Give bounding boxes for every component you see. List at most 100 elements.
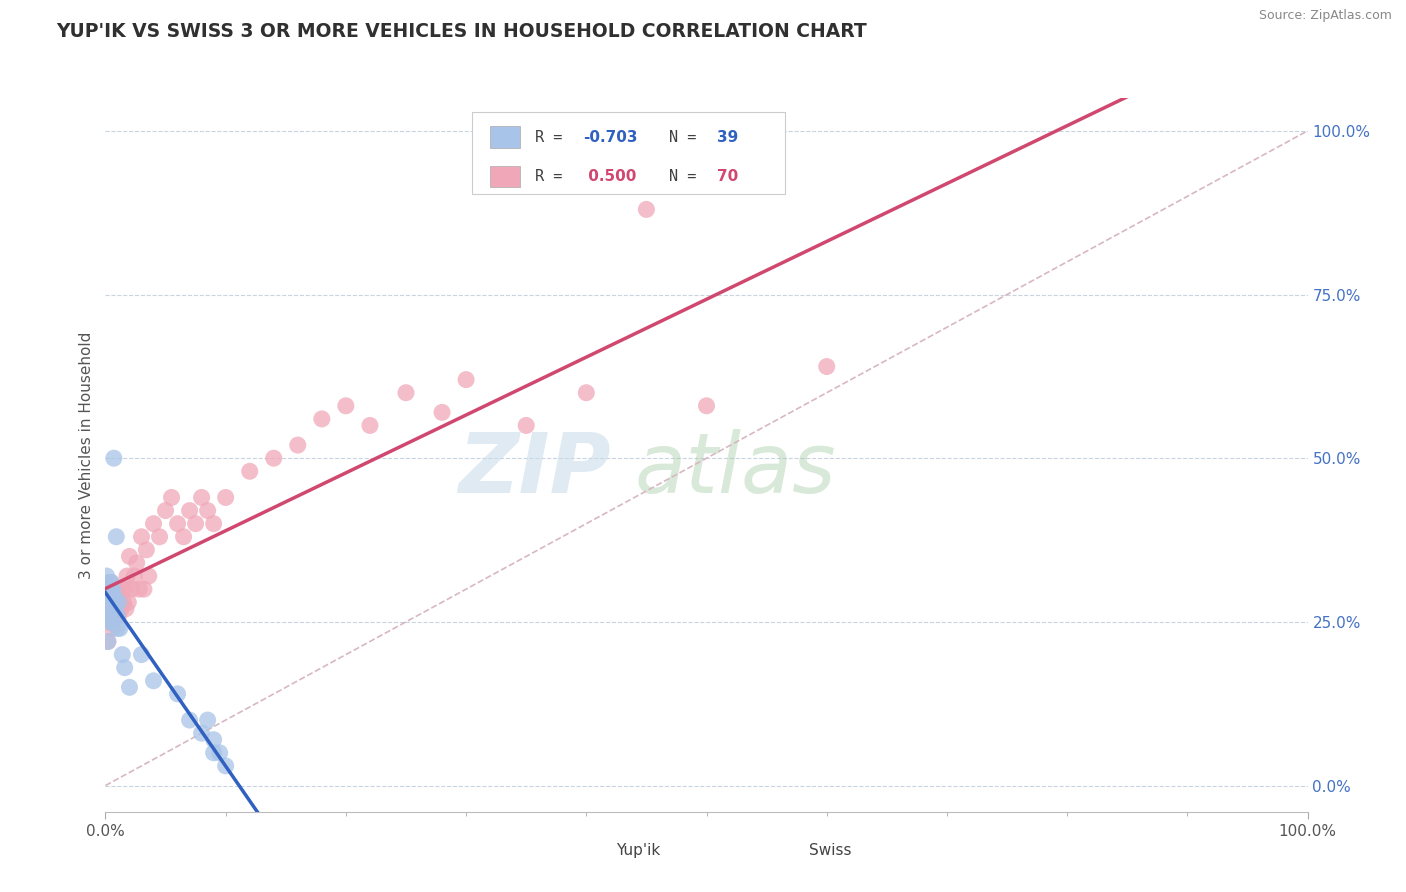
Text: -0.703: -0.703 bbox=[582, 129, 637, 145]
Point bbox=[101, 582, 124, 596]
FancyBboxPatch shape bbox=[562, 838, 610, 863]
Point bbox=[148, 530, 170, 544]
Point bbox=[515, 418, 537, 433]
FancyBboxPatch shape bbox=[491, 127, 520, 148]
Point bbox=[184, 516, 207, 531]
Point bbox=[111, 582, 134, 596]
Point bbox=[114, 661, 136, 675]
Point bbox=[100, 575, 122, 590]
Point bbox=[575, 385, 598, 400]
Point bbox=[131, 530, 153, 544]
Point bbox=[98, 575, 121, 590]
Point bbox=[110, 601, 132, 615]
Point bbox=[98, 615, 121, 629]
Point bbox=[138, 569, 160, 583]
Point bbox=[107, 608, 129, 623]
Point bbox=[103, 589, 125, 603]
Point bbox=[430, 405, 453, 419]
Point bbox=[98, 582, 121, 596]
Text: N =: N = bbox=[669, 129, 706, 145]
Point bbox=[98, 595, 121, 609]
Point bbox=[105, 601, 128, 615]
Point bbox=[636, 202, 658, 217]
Point bbox=[190, 726, 212, 740]
Point bbox=[96, 608, 118, 623]
Point bbox=[96, 569, 118, 583]
Point bbox=[179, 503, 201, 517]
Point bbox=[287, 438, 309, 452]
Point bbox=[107, 621, 129, 635]
Point bbox=[107, 595, 129, 609]
Point bbox=[100, 615, 122, 629]
Point bbox=[107, 608, 129, 623]
Point bbox=[121, 582, 143, 596]
Point bbox=[263, 451, 285, 466]
Point bbox=[454, 373, 477, 387]
Point bbox=[97, 595, 120, 609]
Point bbox=[114, 582, 136, 596]
Point bbox=[131, 648, 153, 662]
Point bbox=[214, 759, 236, 773]
Point bbox=[108, 595, 131, 609]
Text: ZIP: ZIP bbox=[458, 429, 610, 509]
Point bbox=[815, 359, 838, 374]
Point bbox=[98, 589, 121, 603]
FancyBboxPatch shape bbox=[472, 112, 785, 194]
Text: R =: R = bbox=[534, 169, 571, 184]
Point bbox=[108, 621, 131, 635]
Point bbox=[97, 582, 120, 596]
Point bbox=[105, 582, 128, 596]
Point bbox=[155, 503, 177, 517]
Text: 39: 39 bbox=[717, 129, 738, 145]
Point bbox=[101, 582, 124, 596]
Point bbox=[117, 595, 139, 609]
Point bbox=[100, 601, 122, 615]
Point bbox=[98, 575, 121, 590]
Point bbox=[115, 569, 138, 583]
Point bbox=[190, 491, 212, 505]
FancyBboxPatch shape bbox=[491, 166, 520, 187]
Point bbox=[96, 595, 118, 609]
Point bbox=[142, 516, 165, 531]
Point bbox=[105, 530, 128, 544]
Point bbox=[98, 595, 121, 609]
Text: Yup'ik: Yup'ik bbox=[616, 844, 661, 858]
Point bbox=[101, 601, 124, 615]
Point bbox=[132, 582, 155, 596]
Point bbox=[311, 412, 333, 426]
Point bbox=[111, 648, 134, 662]
Point bbox=[100, 595, 122, 609]
Point bbox=[100, 589, 122, 603]
Point bbox=[103, 589, 125, 603]
Text: Swiss: Swiss bbox=[808, 844, 851, 858]
Point bbox=[107, 589, 129, 603]
Point bbox=[112, 595, 135, 609]
Point bbox=[142, 673, 165, 688]
Point bbox=[118, 681, 141, 695]
Point bbox=[98, 582, 121, 596]
Point bbox=[97, 634, 120, 648]
Point bbox=[98, 615, 121, 629]
Text: 0.500: 0.500 bbox=[582, 169, 636, 184]
Point bbox=[202, 732, 225, 747]
Text: R =: R = bbox=[534, 129, 571, 145]
Point bbox=[104, 595, 127, 609]
Text: Source: ZipAtlas.com: Source: ZipAtlas.com bbox=[1258, 9, 1392, 22]
Point bbox=[104, 608, 127, 623]
Point bbox=[101, 595, 124, 609]
Point bbox=[104, 595, 127, 609]
Point bbox=[202, 516, 225, 531]
Point bbox=[239, 464, 262, 478]
Point bbox=[103, 601, 125, 615]
Point bbox=[96, 589, 118, 603]
Point bbox=[166, 516, 188, 531]
Point bbox=[97, 582, 120, 596]
Point bbox=[107, 601, 129, 615]
Point bbox=[214, 491, 236, 505]
Point bbox=[101, 608, 124, 623]
Point bbox=[395, 385, 418, 400]
Point bbox=[118, 549, 141, 564]
Point bbox=[197, 503, 219, 517]
Point bbox=[135, 542, 157, 557]
Point bbox=[166, 687, 188, 701]
